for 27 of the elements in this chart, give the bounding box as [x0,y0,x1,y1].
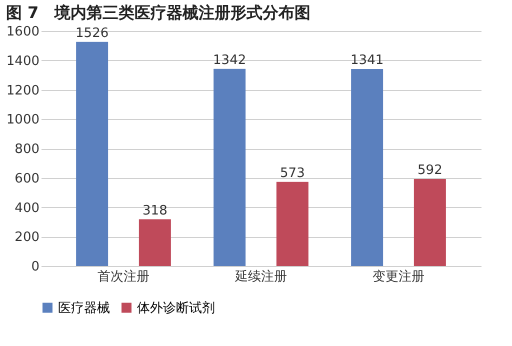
data-label: 1342 [213,52,246,68]
y-tick-label: 1600 [6,24,40,40]
bar [214,68,246,266]
data-label: 592 [418,163,442,178]
legend-label: 医疗器械 [58,300,110,316]
y-tick-label: 0 [31,260,40,274]
x-tick-label: 首次注册 [98,270,150,284]
data-label: 1526 [76,26,109,41]
bar [414,179,446,266]
bar [276,182,308,266]
bar [76,42,108,266]
y-tick-label: 200 [14,230,40,246]
y-tick-label: 1200 [6,83,40,98]
x-tick-label: 延续注册 [234,270,287,284]
x-tick-label: 变更注册 [372,270,424,284]
y-tick-label: 600 [14,171,40,186]
data-label: 1341 [350,53,384,68]
y-tick-label: 400 [14,200,40,216]
y-tick-label: 1000 [6,112,40,128]
data-label: 318 [142,203,168,218]
legend-label: 体外诊断试剂 [137,300,215,316]
chart-title: 图 7 境内第三类医疗器械注册形式分布图 [6,3,311,22]
data-label: 573 [280,166,305,181]
y-tick-label: 1400 [6,54,40,69]
bar [351,69,384,266]
bar [138,219,171,266]
y-tick-label: 800 [14,142,40,157]
